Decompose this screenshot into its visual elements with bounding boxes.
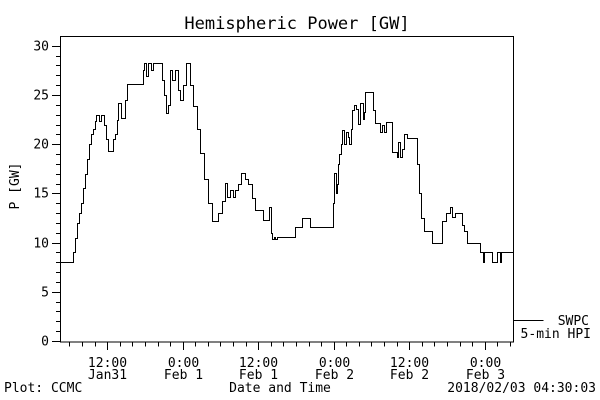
footer-plot-credit: Plot: CCMC: [4, 381, 82, 396]
x-axis-title: Date and Time: [229, 381, 331, 396]
x-tick-time-label: 0:00: [319, 356, 350, 371]
y-tick-label: 20: [33, 138, 49, 153]
x-tick-time-label: 0:00: [168, 356, 199, 371]
y-tick-label: 15: [33, 187, 49, 202]
y-tick-label: 10: [33, 237, 49, 252]
x-tick-date-label: Feb 3: [466, 368, 505, 383]
x-tick-date-label: Jan31: [88, 368, 127, 383]
footer-timestamp: 2018/02/03 04:30:03: [447, 381, 596, 396]
x-tick-date-label: Feb 1: [164, 368, 203, 383]
x-tick-time-label: 0:00: [470, 356, 501, 371]
y-axis-ticks: [52, 46, 60, 342]
y-axis-tick-labels: 0 5 10 15 20 25 30: [33, 40, 49, 350]
y-tick-label: 5: [41, 286, 49, 301]
legend-series-source: SWPC: [558, 314, 589, 329]
plot-area-frame: [60, 36, 514, 343]
x-tick-time-label: 12:00: [88, 356, 127, 371]
y-tick-label: 30: [33, 40, 49, 55]
legend-series-type: 5-min HPI: [521, 327, 591, 342]
x-tick-date-label: Feb 2: [315, 368, 354, 383]
y-tick-label: 0: [41, 335, 49, 350]
y-tick-label: 25: [33, 89, 49, 104]
chart-title: Hemispheric Power [GW]: [184, 14, 409, 34]
x-tick-date-label: Feb 1: [239, 368, 278, 383]
x-tick-time-label: 12:00: [239, 356, 278, 371]
x-tick-date-label: Feb 2: [390, 368, 429, 383]
hpi-series-line: [60, 63, 514, 263]
y-axis-title: P [GW]: [8, 163, 23, 210]
x-axis-ticks: [69, 342, 511, 350]
x-tick-time-label: 12:00: [390, 356, 429, 371]
